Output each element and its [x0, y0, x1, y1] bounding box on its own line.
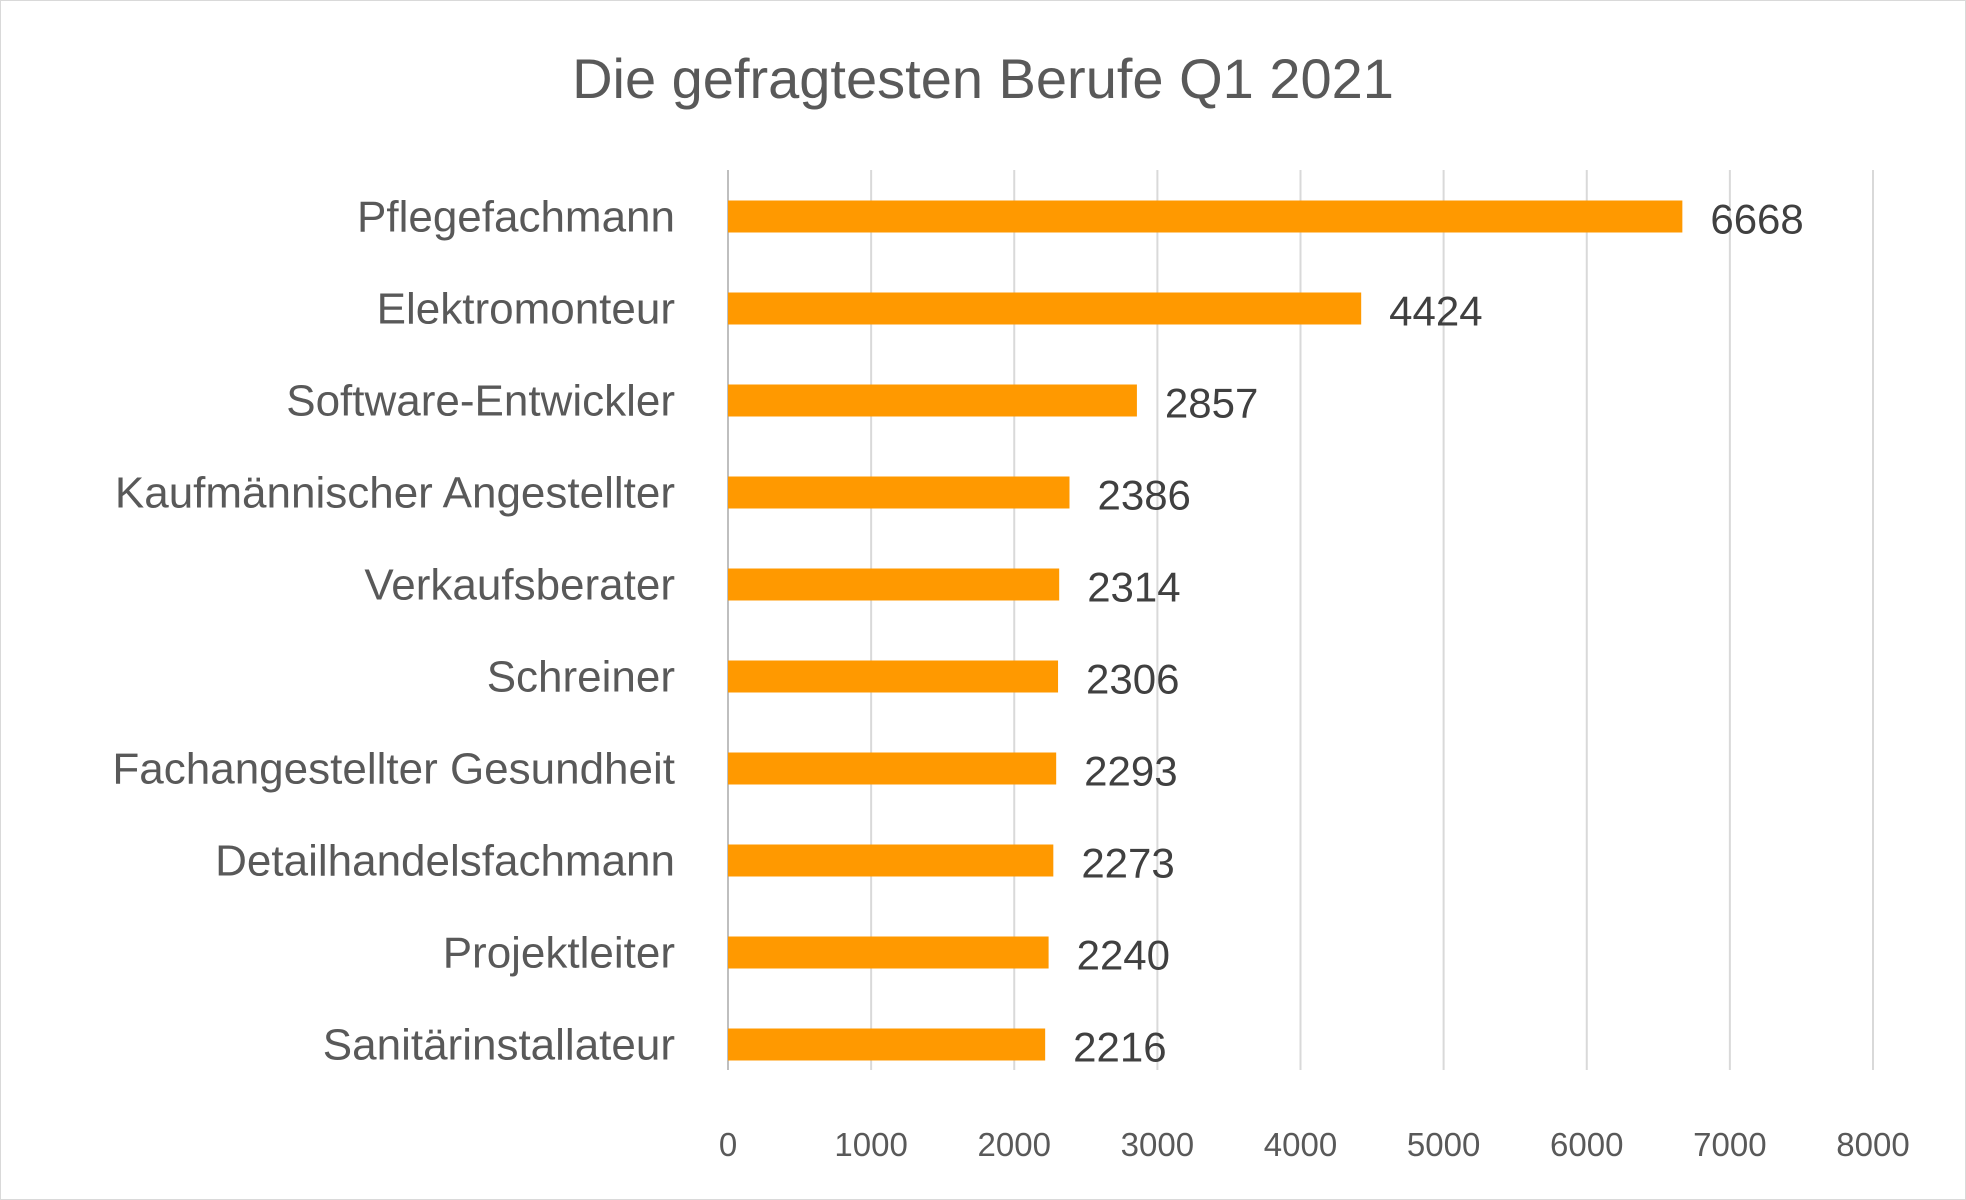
bar [728, 292, 1362, 325]
category-label: Kaufmännischer Angestellter [115, 469, 675, 518]
category-label: Pflegefachmann [357, 193, 675, 242]
category-label: Software-Entwickler [286, 377, 675, 426]
data-labels: 6668 4424 2857 2386 2314 2306 2293 2273 2240 2216 [1073, 196, 1804, 1071]
x-axis-tick-labels: 0 1000 2000 3000 4000 5000 6000 7000 8000 [719, 1126, 1910, 1163]
x-tick-label: 1000 [834, 1126, 907, 1163]
x-tick-label: 2000 [978, 1126, 1051, 1163]
bar [728, 844, 1054, 877]
data-label: 2306 [1086, 656, 1179, 703]
data-label: 2293 [1084, 748, 1177, 795]
bar [728, 568, 1060, 601]
data-label: 2386 [1097, 472, 1190, 519]
data-label: 6668 [1710, 196, 1803, 243]
bar [728, 1028, 1046, 1061]
bar [728, 660, 1059, 693]
chart-title: Die gefragtesten Berufe Q1 2021 [572, 47, 1394, 110]
bar [728, 752, 1057, 785]
data-label: 4424 [1389, 288, 1482, 335]
data-label: 2314 [1087, 564, 1180, 611]
bars [728, 200, 1683, 1061]
data-label: 2857 [1165, 380, 1258, 427]
category-label: Fachangestellter Gesundheit [112, 745, 675, 794]
category-label: Schreiner [487, 653, 675, 702]
bar [728, 200, 1683, 233]
x-tick-label: 3000 [1121, 1126, 1194, 1163]
data-label: 2240 [1077, 932, 1170, 979]
category-label: Elektromonteur [377, 285, 675, 334]
category-label: Sanitärinstallateur [323, 1021, 675, 1070]
category-label: Detailhandelsfachmann [215, 837, 675, 886]
bar [728, 384, 1137, 417]
x-tick-label: 4000 [1264, 1126, 1337, 1163]
bar [728, 476, 1070, 509]
x-tick-label: 8000 [1836, 1126, 1909, 1163]
x-tick-label: 7000 [1693, 1126, 1766, 1163]
category-labels: Pflegefachmann Elektromonteur Software-Ent… [112, 193, 675, 1070]
data-label: 2216 [1073, 1024, 1166, 1071]
x-tick-label: 5000 [1407, 1126, 1480, 1163]
category-label: Verkaufsberater [364, 561, 675, 610]
bar [728, 936, 1049, 969]
category-label: Projektleiter [443, 929, 675, 978]
x-tick-label: 0 [719, 1126, 737, 1163]
x-tick-label: 6000 [1550, 1126, 1623, 1163]
data-label: 2273 [1081, 840, 1174, 887]
